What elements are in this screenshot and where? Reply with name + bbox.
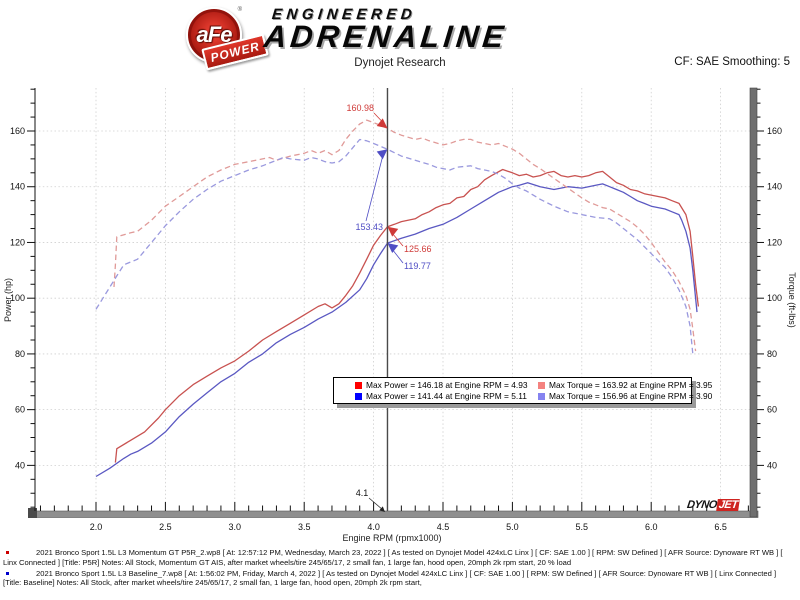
legend-item-label: Max Torque = 163.92 at Engine RPM = 3.95 <box>549 380 713 390</box>
series-line-baseline-power <box>95 182 698 478</box>
y-right-tick-label: 120 <box>767 237 782 247</box>
y-right-tick-label: 160 <box>767 126 782 136</box>
y-left-tick-label: 60 <box>15 405 25 415</box>
y-left-tick-label: 120 <box>10 237 25 247</box>
cursor-value-label: 153.43 <box>355 222 383 232</box>
legend-swatch-icon <box>538 381 545 389</box>
x-axis-tick-label: 5.5 <box>576 522 589 532</box>
cursor-rpm-label: 4.1 <box>356 488 369 498</box>
y-right-tick-label: 100 <box>767 293 782 303</box>
series-line-momentum-gt-torque <box>113 119 697 352</box>
series-line-baseline-torque <box>95 138 694 354</box>
legend-swatch-icon <box>355 392 362 400</box>
x-axis-tick-label: 2.0 <box>90 522 103 532</box>
dynojet-watermark-jet: JET <box>715 499 741 511</box>
x-axis-tick-label: 6.0 <box>645 522 658 532</box>
legend-item-label: Max Power = 141.44 at Engine RPM = 5.11 <box>366 391 527 401</box>
dyno-software-title: Dynojet Research <box>354 57 446 69</box>
legend-item-label: Max Power = 146.18 at Engine RPM = 4.93 <box>366 380 528 390</box>
run-note: 2021 Bronco Sport 1.5L L3 Momentum GT P5… <box>3 548 796 568</box>
cursor-value-label: 160.98 <box>346 103 374 113</box>
legend-item: Max Power = 141.44 at Engine RPM = 5.11 <box>337 391 527 401</box>
x-axis-tick-label: 3.0 <box>229 522 242 532</box>
annotation-arrow-icon <box>376 149 388 160</box>
y-right-tick-label: 40 <box>767 460 777 470</box>
legend-item-label: Max Torque = 156.96 at Engine RPM = 3.90 <box>549 391 713 401</box>
y-left-tick-label: 80 <box>15 349 25 359</box>
x-axis-title: Engine RPM (rpmx1000) <box>342 533 441 543</box>
legend-swatch-icon <box>355 381 362 389</box>
registered-mark: ® <box>237 7 242 13</box>
y-right-axis-title: Torque (ft-lbs) <box>787 272 797 328</box>
run-bullet-icon <box>6 571 9 575</box>
legend-item: Max Torque = 163.92 at Engine RPM = 3.95 <box>520 380 712 390</box>
afe-power-logo: aFe ® POWER <box>183 5 293 71</box>
right-axis-band <box>749 87 758 518</box>
legend-swatch-icon <box>538 392 545 400</box>
y-left-tick-label: 160 <box>10 126 25 136</box>
correction-factor-label: CF: SAE Smoothing: 5 <box>674 56 790 68</box>
y-left-axis-title: Power (hp) <box>3 278 13 322</box>
run-bullet-icon <box>6 551 9 554</box>
annotation-leader <box>365 154 384 222</box>
y-right-tick-label: 80 <box>767 349 777 359</box>
dynojet-watermark-dyno: DYNO <box>686 499 718 511</box>
legend-item: Max Torque = 156.96 at Engine RPM = 3.90 <box>520 391 712 401</box>
x-axis-tick-label: 2.5 <box>159 522 172 532</box>
y-left-tick-label: 100 <box>10 293 25 303</box>
annotation-arrow-icon <box>376 118 388 129</box>
x-axis-tick-label: 3.5 <box>298 522 311 532</box>
run-note-text: 2021 Bronco Sport 1.5L L3 Baseline_7.wp8… <box>3 568 777 588</box>
annotation-arrow-icon <box>387 226 399 237</box>
y-left-tick-label: 140 <box>10 182 25 192</box>
axis-corner-block <box>28 508 37 518</box>
annotation-leader <box>391 232 404 247</box>
x-axis-band <box>34 510 759 518</box>
cursor-rpm-arrow-icon <box>379 506 385 512</box>
annotation-leader <box>391 248 404 264</box>
y-right-tick-label: 60 <box>767 405 777 415</box>
x-axis-tick-label: 4.0 <box>367 522 380 532</box>
x-axis-tick-label: 5.0 <box>506 522 519 532</box>
dynojet-watermark: DYNOJET <box>686 499 741 511</box>
cursor-value-label: 119.77 <box>404 261 431 271</box>
y-right-tick-label: 140 <box>767 182 782 192</box>
cursor-value-label: 125.66 <box>404 244 432 254</box>
run-notes-footer: 2021 Bronco Sport 1.5L L3 Momentum GT P5… <box>3 548 796 589</box>
legend-item: Max Power = 146.18 at Engine RPM = 4.93 <box>337 380 528 390</box>
dyno-chart: 2.0 2.5 3.0 3.5 4.0 4.5 5.0 5.5 6.0 6.5 40 40 60 60 80… <box>3 87 797 543</box>
series-line-momentum-gt-power <box>114 168 700 463</box>
run-note-text: 2021 Bronco Sport 1.5L L3 Momentum GT P5… <box>3 548 783 567</box>
run-note: 2021 Bronco Sport 1.5L L3 Baseline_7.wp8… <box>3 569 796 589</box>
x-axis-tick-label: 6.5 <box>714 522 727 532</box>
x-axis-tick-label: 4.5 <box>437 522 450 532</box>
cursor-rpm-leader <box>368 497 384 511</box>
chart-legend: Max Power = 146.18 at Engine RPM = 4.93 M… <box>333 377 712 404</box>
annotation-arrow-icon <box>387 243 399 254</box>
y-left-tick-label: 40 <box>15 460 25 470</box>
